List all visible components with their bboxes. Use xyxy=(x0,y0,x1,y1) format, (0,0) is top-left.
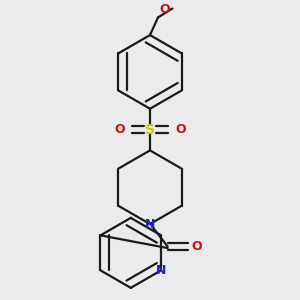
Text: N: N xyxy=(145,218,155,230)
Text: O: O xyxy=(160,3,170,16)
Text: O: O xyxy=(175,123,186,136)
Text: S: S xyxy=(145,123,155,136)
Text: N: N xyxy=(156,264,166,277)
Text: O: O xyxy=(114,123,125,136)
Text: O: O xyxy=(191,240,202,253)
